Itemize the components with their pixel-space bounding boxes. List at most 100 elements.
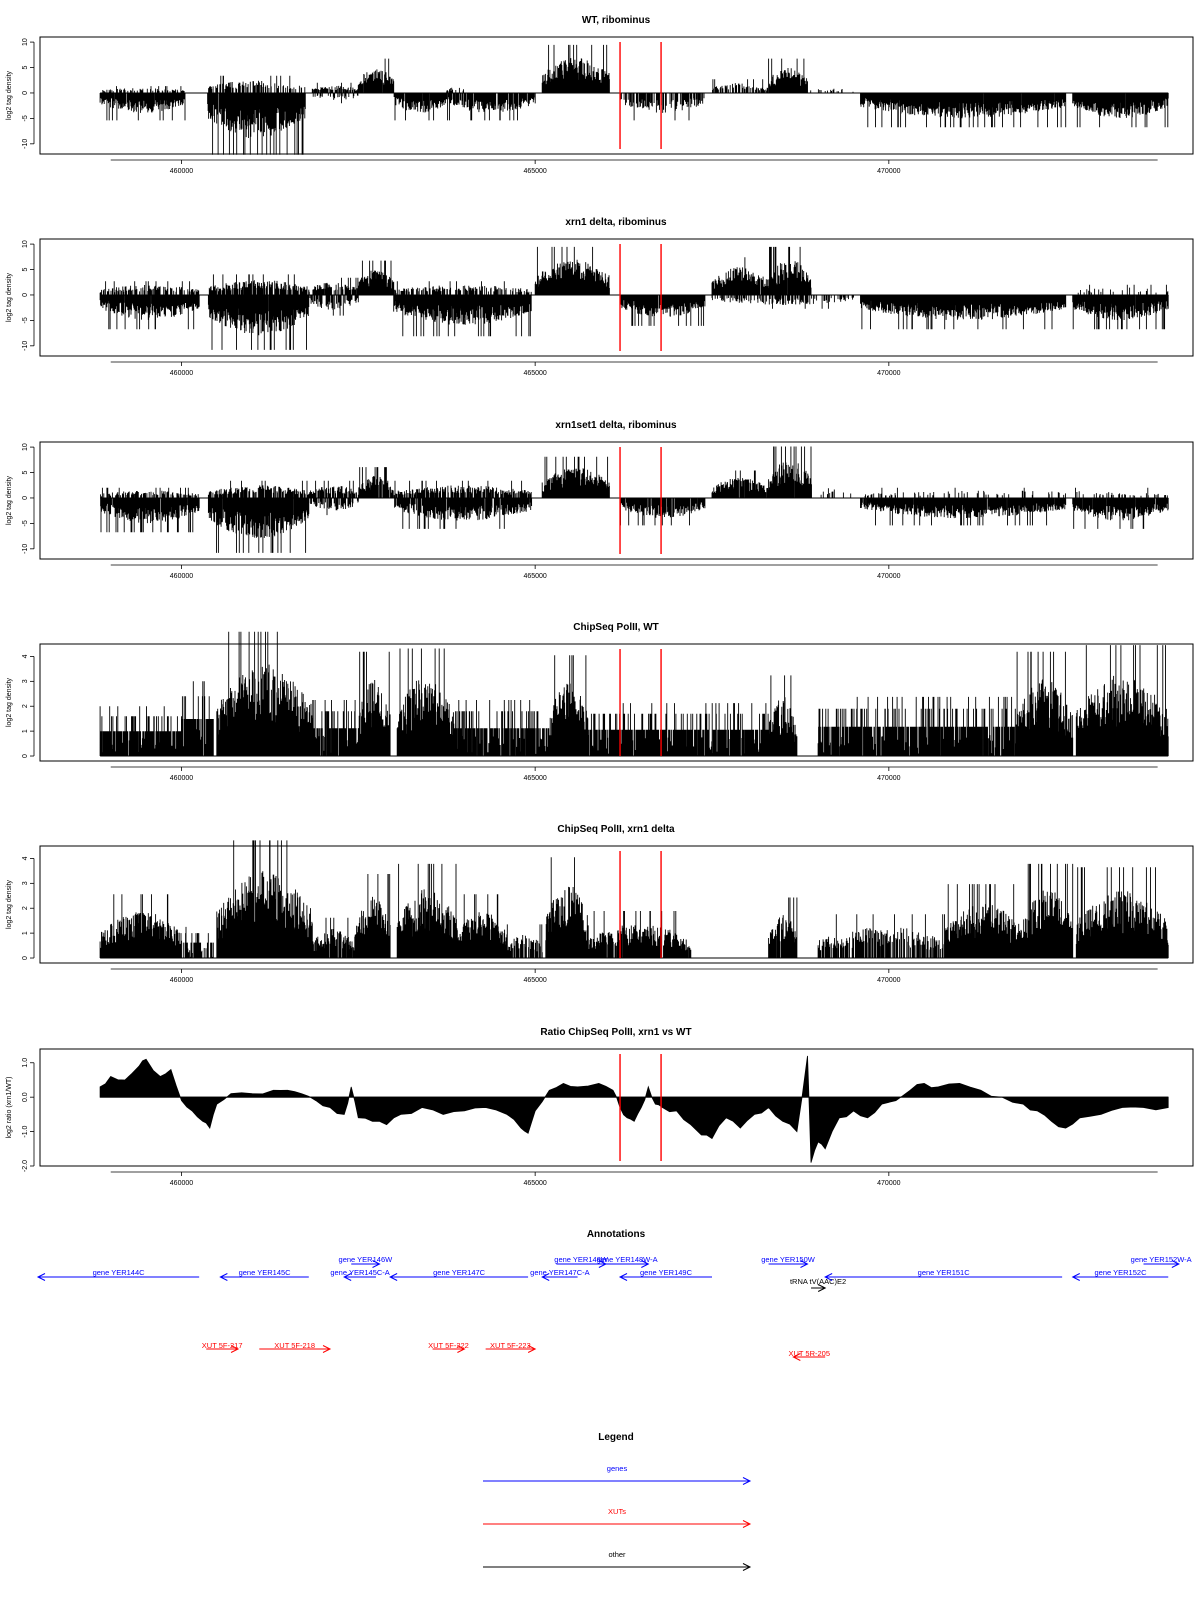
y-tick-label: 0: [22, 91, 29, 95]
signal-bars: [99, 281, 200, 295]
feature-label: gene YER148W: [554, 1255, 609, 1264]
signal-bars: [1072, 93, 1169, 128]
data-series: [99, 631, 1169, 757]
feature-label: gene YER144C: [93, 1268, 146, 1277]
signal-bars: [308, 277, 359, 295]
signal-bars: [619, 295, 706, 326]
y-tick-label: 5: [22, 65, 29, 69]
plot-frame: [39, 36, 1194, 155]
signal-bars: [207, 498, 310, 553]
signal-bars: [1075, 645, 1169, 756]
signal-bars: [768, 897, 798, 958]
y-tick-label: 4: [22, 856, 29, 860]
signal-bars: [456, 894, 508, 958]
y-tick-label: -10: [22, 139, 29, 149]
signal-bars: [99, 894, 182, 958]
signal-bars: [208, 75, 306, 93]
signal-bars: [181, 681, 214, 756]
signal-bars: [864, 487, 1168, 498]
x-tick-label: 460000: [170, 370, 193, 377]
signal-bars: [393, 480, 532, 498]
signal-bars: [1075, 867, 1169, 958]
feature-xut: XUT 5F-218: [259, 1341, 332, 1353]
ratio-area: [99, 1055, 1169, 1163]
feature-gene: gene YER148W-A: [597, 1255, 658, 1268]
signal-bars: [619, 93, 705, 121]
feature-xut: XUT 5R-205: [788, 1349, 830, 1361]
signal-bars: [817, 914, 946, 958]
feature-gene: gene YER152C: [1071, 1268, 1169, 1281]
data-series: [99, 44, 1169, 155]
chart-panel-6: Ratio ChipSeq PolII, xrn1 vs WT 1.0 0.0 -1.…: [6, 1027, 1194, 1187]
signal-bars: [393, 295, 532, 337]
feature-label: gene YER152W-A: [1131, 1255, 1192, 1264]
x-tick-label: 460000: [170, 573, 193, 580]
signal-bars: [100, 487, 199, 498]
signal-bars: [768, 58, 808, 93]
signal-bars: [810, 88, 854, 93]
x-tick-label: 460000: [170, 977, 193, 984]
chart-panel-1: WT, ribominus 10 5 0 -5 -10 log2 tag density 46…: [6, 15, 1194, 175]
signal-bars: [354, 874, 391, 958]
signal-bars: [396, 648, 455, 756]
x-tick-label: 460000: [170, 1180, 193, 1187]
feature-label: XUT 5F-223: [490, 1341, 531, 1350]
legend-label: other: [608, 1550, 626, 1559]
y-axis-label: log2 tag density: [6, 677, 13, 727]
feature-label: gene YER145C: [239, 1268, 292, 1277]
feature-label: gene YER146W: [339, 1255, 394, 1264]
x-tick-label: 470000: [877, 168, 900, 175]
feature-gene: gene YER147C-A: [530, 1268, 590, 1281]
chart-title: ChipSeq PolII, WT: [573, 622, 659, 633]
signal-bars: [216, 840, 313, 958]
signal-bars: [860, 498, 1067, 526]
x-tick-label: 465000: [523, 1180, 546, 1187]
x-tick-label: 465000: [523, 168, 546, 175]
feature-xut: XUT 5F-222: [428, 1341, 469, 1353]
signal-bars: [394, 498, 533, 529]
feature-label: gene YER151C: [918, 1268, 971, 1277]
chart-title: Ratio ChipSeq PolII, xrn1 vs WT: [540, 1027, 691, 1038]
chart-panel-5: ChipSeq PolII, xrn1 delta 4 3 2 1 0 log2 tag d…: [6, 824, 1194, 984]
plot-frame: [39, 238, 1194, 357]
legend-item-xut: XUTs: [483, 1507, 752, 1528]
signal-bars: [311, 700, 359, 756]
chart-title: xrn1 delta, ribominus: [565, 217, 667, 228]
signal-bars: [817, 696, 1017, 756]
y-tick-label: 0: [22, 293, 29, 297]
signal-bars: [711, 257, 770, 295]
y-axis-label: log2 tag density: [6, 272, 13, 322]
x-tick-label: 465000: [523, 977, 546, 984]
signal-bars: [216, 631, 313, 756]
feature-label: XUT 5F-222: [428, 1341, 469, 1350]
signal-bars: [357, 260, 395, 295]
signal-bars: [541, 456, 610, 498]
signal-bars: [768, 675, 798, 756]
feature-gene: gene YER149C: [618, 1268, 712, 1281]
signal-bars: [587, 911, 692, 958]
y-tick-label: 1: [22, 931, 29, 935]
signal-bars: [357, 58, 395, 93]
feature-gene: gene YER152W-A: [1131, 1255, 1192, 1268]
signal-bars: [768, 446, 812, 498]
feature-gene: gene YER151C: [824, 1268, 1063, 1281]
feature-xut: XUT 5F-217: [202, 1341, 243, 1353]
signal-bars: [208, 274, 310, 295]
x-tick-label: 460000: [170, 168, 193, 175]
signal-bars: [393, 93, 448, 121]
feature-label: tRNA tV(AAC)E2: [790, 1277, 846, 1286]
signal-bars: [99, 706, 182, 756]
feature-other: tRNA tV(AAC)E2: [790, 1277, 846, 1292]
y-tick-label: -2.0: [22, 1160, 29, 1172]
signal-bars: [587, 703, 770, 756]
chart-panel-2: xrn1 delta, ribominus 10 5 0 -5 -10 log2 tag d…: [6, 217, 1194, 377]
feature-label: gene YER149C: [640, 1268, 693, 1277]
y-tick-label: 1: [22, 729, 29, 733]
signal-bars: [447, 93, 536, 121]
feature-label: gene YER148W-A: [597, 1255, 658, 1264]
feature-xut: XUT 5F-223: [485, 1341, 537, 1353]
signal-bars: [768, 246, 812, 295]
signal-bars: [312, 93, 359, 104]
x-tick-label: 470000: [877, 573, 900, 580]
